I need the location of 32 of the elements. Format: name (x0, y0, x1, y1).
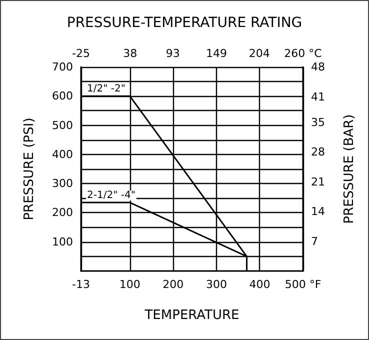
y-tick-label: 600 (52, 90, 73, 103)
x2-tick-label: 260 °C (284, 47, 322, 60)
y-tick-label: 300 (52, 177, 73, 190)
y2-axis-title: PRESSURE (BAR) (342, 114, 357, 224)
y-tick-label: 200 (52, 206, 73, 220)
x-tick-label: 400 (249, 278, 270, 291)
y2-tick-label: 48 (311, 60, 325, 74)
x-tick-label: 500 °F (284, 278, 322, 291)
y-tick-label: 700 (52, 60, 73, 74)
x-tick-label: 200 (162, 278, 184, 291)
y-tick-label: 500 (52, 118, 73, 132)
x2-tick-label: 149 (206, 47, 228, 60)
y2-tick-label: 28 (311, 146, 325, 158)
series-label: 1/2" -2" (87, 84, 126, 95)
chart-title: PRESSURE-TEMPERATURE RATING (66, 15, 302, 31)
y2-tick-label: 7 (311, 234, 318, 248)
y2-tick-label: 35 (311, 116, 325, 129)
y2-tick-label: 21 (311, 175, 325, 188)
x-tick-label: -13 (72, 278, 90, 291)
x2-tick-label: 38 (123, 47, 138, 60)
x-tick-label: 100 (119, 278, 140, 291)
y2-tick-label: 41 (311, 90, 325, 104)
x-tick-label: 300 (206, 278, 227, 291)
y-tick-label: 100 (52, 235, 73, 248)
x2-tick-label: -25 (72, 47, 90, 60)
y-tick-label: 400 (52, 148, 73, 161)
y2-tick-label: 14 (311, 205, 325, 218)
series-label: 2-1/2" -4" (87, 190, 136, 202)
y-axis-title: PRESSURE (PSI) (22, 118, 37, 220)
x2-tick-label: 93 (166, 47, 180, 60)
x-axis-title: TEMPERATURE (144, 308, 240, 323)
x2-tick-label: 204 (248, 47, 270, 60)
